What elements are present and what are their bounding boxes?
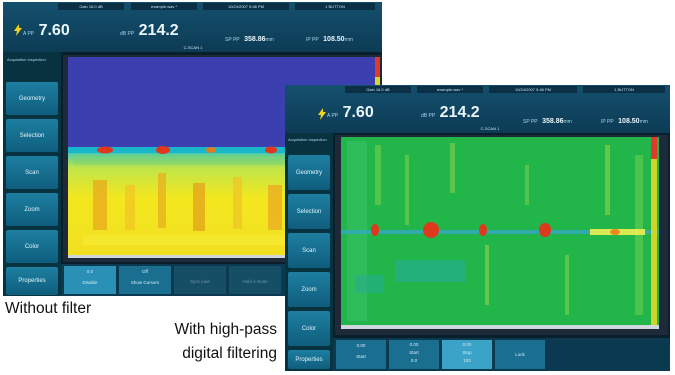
mode-label: Acquisition Inspection <box>288 137 327 142</box>
lightning-icon <box>14 23 22 36</box>
filename-status: example.wav * <box>417 86 483 93</box>
sidebar-button-color[interactable]: Color <box>288 311 330 346</box>
sidebar: Acquisition Inspection Geometry Selectio… <box>3 52 61 296</box>
reading-a-label: A PP <box>23 31 35 37</box>
tab-hold-ascan[interactable]: Hold A-Scan <box>229 266 281 294</box>
sidebar-button-geometry[interactable]: Geometry <box>288 155 330 190</box>
reading-sp: SP PP 358.86mm <box>225 28 274 46</box>
tab-start-1[interactable]: 0.00 Start 0.0 <box>389 340 439 369</box>
reading-b: dB PP 214.2 <box>120 22 179 40</box>
reading-ip-label: IP PP <box>601 119 614 125</box>
reading-ip-value: 108.50 <box>323 36 345 43</box>
reading-sp-unit: mm <box>265 37 274 43</box>
caption-with-filter-line2: digital filtering <box>182 345 277 362</box>
caption-without-filter: Without filter <box>5 300 92 317</box>
reading-a: A PP 7.60 <box>327 104 374 122</box>
reading-ip-unit: mm <box>344 37 353 43</box>
top-bar: Gain 16.0 dB example.wav * 10/24/2007 5:… <box>285 85 670 133</box>
sidebar-button-geometry[interactable]: Geometry <box>6 82 58 115</box>
reading-ip-value: 108.50 <box>618 118 640 125</box>
caption-with-filter-line1: With high-pass <box>174 321 277 338</box>
color-scale <box>651 137 657 325</box>
sidebar-button-zoom[interactable]: Zoom <box>6 193 58 226</box>
reading-b-value: 214.2 <box>138 22 179 39</box>
cyan-band <box>68 147 380 153</box>
tab-start-0[interactable]: 0.00 Start <box>336 340 386 369</box>
bottom-bar: 0.00 Start 0.00 Start 0.0 0.00 Stop 100 … <box>333 338 670 371</box>
cscan-pane-filtered <box>335 135 668 335</box>
reading-ip-unit: mm <box>639 119 648 125</box>
position-ruler <box>68 255 380 258</box>
scan-title: C-SCAN 1 <box>480 126 500 131</box>
reading-sp: SP PP 358.86mm <box>523 110 572 128</box>
tab-disable[interactable]: 0.0 Disable <box>64 266 116 294</box>
reading-sp-label: SP PP <box>225 37 240 43</box>
reading-sp-value: 358.86 <box>542 118 564 125</box>
reading-sp-unit: mm <box>563 119 572 125</box>
mode-label: Acquisition Inspection <box>7 57 46 62</box>
sidebar: Acquisition Inspection Geometry Selectio… <box>285 133 333 371</box>
tab-stop[interactable]: 0.00 Stop 100 <box>442 340 492 369</box>
reading-b-label: dB PP <box>421 113 436 119</box>
cyan-line <box>341 230 659 234</box>
reading-a: A PP 7.60 <box>23 22 70 40</box>
sidebar-button-color[interactable]: Color <box>6 230 58 263</box>
sidebar-button-zoom[interactable]: Zoom <box>288 272 330 307</box>
reading-ip: IP PP 108.50mm <box>306 28 353 46</box>
top-bar: Gain 16.0 dB example.wav * 10/24/2007 5:… <box>3 2 382 52</box>
indications <box>371 222 620 238</box>
datetime-status: 10/24/2007 5:46 PM <box>203 3 289 10</box>
gain-status: Gain 16.0 dB <box>58 3 124 10</box>
reading-sp-label: SP PP <box>523 119 538 125</box>
sidebar-button-properties[interactable]: Properties <box>6 267 58 295</box>
reading-b-value: 214.2 <box>439 104 480 121</box>
button-status: 1 BUTTON <box>295 3 375 10</box>
reading-b-label: dB PP <box>120 31 135 37</box>
sidebar-button-selection[interactable]: Selection <box>6 119 58 152</box>
reading-sp-value: 358.86 <box>244 36 266 43</box>
reading-a-label: A PP <box>327 113 339 119</box>
reading-ip-label: IP PP <box>306 37 319 43</box>
sidebar-button-selection[interactable]: Selection <box>288 194 330 229</box>
reading-a-value: 7.60 <box>342 104 374 121</box>
tab-sync-line[interactable]: Sync Line <box>174 266 226 294</box>
indications <box>97 146 277 154</box>
sidebar-button-scan[interactable]: Scan <box>288 233 330 268</box>
reading-a-value: 7.60 <box>38 22 70 39</box>
scan-title: C-SCAN 1 <box>183 45 203 50</box>
datetime-status: 10/24/2007 5:46 PM <box>489 86 577 93</box>
sidebar-button-scan[interactable]: Scan <box>6 156 58 189</box>
reading-b: dB PP 214.2 <box>421 104 480 122</box>
sidebar-button-properties[interactable]: Properties <box>288 350 330 369</box>
gain-status: Gain 16.0 dB <box>345 86 411 93</box>
reading-ip: IP PP 108.50mm <box>601 110 648 128</box>
filename-status: example.wav * <box>131 3 197 10</box>
screen-with-filter: Gain 16.0 dB example.wav * 10/24/2007 5:… <box>285 85 670 371</box>
tab-lock[interactable]: Lock <box>495 340 545 369</box>
tab-show-cursors[interactable]: Off Show Cursors <box>119 266 171 294</box>
position-ruler <box>341 325 659 329</box>
lightning-icon <box>318 107 326 120</box>
button-status: 1 BUTTON <box>583 86 665 93</box>
